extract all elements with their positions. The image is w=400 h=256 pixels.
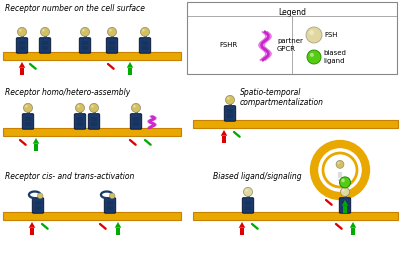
FancyBboxPatch shape (106, 38, 118, 53)
Circle shape (77, 105, 80, 108)
Bar (193, 212, 398, 220)
Circle shape (40, 27, 50, 36)
FancyBboxPatch shape (22, 114, 34, 129)
Circle shape (109, 29, 112, 31)
Circle shape (25, 105, 28, 108)
Bar (222, 136, 226, 143)
Text: biased
ligand: biased ligand (323, 50, 346, 64)
Circle shape (132, 103, 140, 112)
Text: Receptor number on the cell surface: Receptor number on the cell surface (5, 4, 145, 13)
Circle shape (340, 177, 350, 188)
FancyBboxPatch shape (79, 38, 91, 53)
Circle shape (42, 29, 45, 31)
Bar (193, 120, 398, 128)
Polygon shape (115, 222, 121, 228)
Circle shape (140, 27, 150, 36)
Circle shape (340, 187, 350, 196)
Bar (240, 228, 244, 235)
Bar (128, 68, 132, 75)
Circle shape (244, 187, 252, 196)
Bar (187, 2, 397, 74)
FancyBboxPatch shape (88, 114, 100, 129)
Circle shape (76, 103, 84, 112)
Circle shape (38, 193, 43, 199)
FancyBboxPatch shape (224, 106, 236, 121)
Bar (3, 212, 181, 220)
Text: Legend: Legend (278, 8, 306, 17)
Circle shape (202, 38, 208, 45)
Text: FSH: FSH (324, 32, 338, 38)
Bar (343, 206, 347, 213)
Polygon shape (239, 222, 245, 228)
Text: Receptor cis- and trans-activation: Receptor cis- and trans-activation (5, 172, 134, 181)
Polygon shape (221, 130, 227, 136)
Circle shape (307, 50, 321, 64)
Circle shape (82, 29, 85, 31)
Circle shape (80, 27, 90, 36)
FancyBboxPatch shape (335, 169, 345, 183)
Polygon shape (19, 62, 25, 68)
Circle shape (306, 27, 322, 43)
Circle shape (18, 27, 26, 36)
Bar (20, 68, 24, 75)
Circle shape (226, 95, 234, 104)
Circle shape (133, 105, 136, 108)
Circle shape (90, 103, 98, 112)
FancyBboxPatch shape (130, 114, 142, 129)
Polygon shape (342, 200, 348, 206)
FancyBboxPatch shape (242, 198, 254, 213)
Polygon shape (33, 138, 39, 144)
Circle shape (108, 27, 116, 36)
Text: FSHR: FSHR (219, 42, 237, 48)
Circle shape (19, 29, 22, 31)
Circle shape (227, 97, 230, 100)
FancyBboxPatch shape (16, 38, 28, 53)
Circle shape (338, 162, 340, 164)
Circle shape (203, 40, 205, 41)
FancyBboxPatch shape (32, 198, 44, 213)
Text: partner
GPCR: partner GPCR (277, 38, 303, 52)
Circle shape (310, 53, 314, 57)
Bar (116, 228, 120, 235)
FancyBboxPatch shape (74, 114, 86, 129)
Polygon shape (127, 62, 133, 68)
Circle shape (110, 193, 115, 199)
Bar (194, 57, 216, 62)
Bar (3, 52, 181, 60)
Bar (34, 144, 38, 151)
FancyBboxPatch shape (104, 198, 116, 213)
Circle shape (24, 103, 32, 112)
Circle shape (341, 179, 345, 182)
Circle shape (336, 161, 344, 168)
Circle shape (323, 153, 357, 187)
FancyBboxPatch shape (200, 46, 210, 58)
Text: Receptor homo/hetero-assembly: Receptor homo/hetero-assembly (5, 88, 130, 97)
Bar (351, 228, 355, 235)
Text: Biased ligand/signaling: Biased ligand/signaling (213, 172, 302, 181)
Circle shape (245, 189, 248, 191)
Circle shape (142, 29, 145, 31)
Polygon shape (29, 222, 35, 228)
FancyBboxPatch shape (39, 38, 51, 53)
Text: Spatio-temporal
compartmentalization: Spatio-temporal compartmentalization (240, 88, 324, 108)
Circle shape (91, 105, 94, 108)
Bar (30, 228, 34, 235)
Polygon shape (350, 222, 356, 228)
Circle shape (342, 189, 345, 191)
FancyBboxPatch shape (139, 38, 151, 53)
FancyBboxPatch shape (339, 198, 351, 213)
Bar (3, 128, 181, 136)
Circle shape (309, 30, 314, 35)
